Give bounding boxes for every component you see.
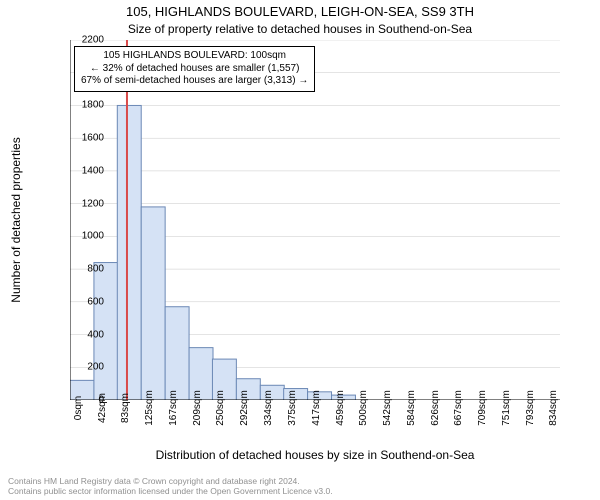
- y-tick-label: 1000: [82, 231, 104, 242]
- x-tick-label: 167sqm: [168, 390, 179, 426]
- x-tick-label: 793sqm: [525, 390, 536, 426]
- x-tick-label: 83sqm: [120, 393, 131, 423]
- annotation-line-1: 105 HIGHLANDS BOULEVARD: 100sqm: [81, 50, 308, 63]
- histogram-bar: [117, 105, 141, 400]
- x-tick-label: 375sqm: [287, 390, 298, 426]
- attribution-line-1: Contains HM Land Registry data © Crown c…: [8, 476, 333, 486]
- annotation-line-3: 67% of semi-detached houses are larger (…: [81, 75, 308, 88]
- y-axis-label: Number of detached properties: [9, 137, 23, 302]
- x-tick-label: 292sqm: [239, 390, 250, 426]
- attribution: Contains HM Land Registry data © Crown c…: [8, 476, 333, 496]
- y-tick-label: 200: [87, 362, 104, 373]
- chart-container: 105, HIGHLANDS BOULEVARD, LEIGH-ON-SEA, …: [0, 0, 600, 500]
- annotation-box: 105 HIGHLANDS BOULEVARD: 100sqm ← 32% of…: [74, 46, 315, 92]
- x-tick-label: 334sqm: [263, 390, 274, 426]
- x-tick-label: 584sqm: [406, 390, 417, 426]
- y-tick-label: 2200: [82, 35, 104, 46]
- y-tick-label: 400: [87, 329, 104, 340]
- x-tick-label: 42sqm: [97, 393, 108, 423]
- x-tick-label: 417sqm: [311, 390, 322, 426]
- y-tick-label: 800: [87, 264, 104, 275]
- plot-area: [70, 40, 560, 400]
- x-tick-label: 459sqm: [335, 390, 346, 426]
- y-tick-label: 1800: [82, 100, 104, 111]
- histogram-bar: [141, 207, 165, 400]
- bars-group: [70, 105, 355, 400]
- y-tick-label: 1600: [82, 133, 104, 144]
- x-tick-label: 250sqm: [215, 390, 226, 426]
- x-axis-label: Distribution of detached houses by size …: [70, 448, 560, 462]
- x-tick-label: 709sqm: [477, 390, 488, 426]
- x-tick-label: 209sqm: [192, 390, 203, 426]
- x-tick-label: 751sqm: [501, 390, 512, 426]
- chart-title-main: 105, HIGHLANDS BOULEVARD, LEIGH-ON-SEA, …: [0, 4, 600, 19]
- x-tick-label: 125sqm: [144, 390, 155, 426]
- y-tick-label: 600: [87, 296, 104, 307]
- x-tick-label: 0sqm: [73, 396, 84, 420]
- plot-svg: [70, 40, 560, 400]
- x-tick-label: 500sqm: [358, 390, 369, 426]
- y-tick-label: 1200: [82, 198, 104, 209]
- y-tick-label: 1400: [82, 165, 104, 176]
- attribution-line-2: Contains public sector information licen…: [8, 486, 333, 496]
- x-tick-label: 667sqm: [453, 390, 464, 426]
- x-tick-label: 626sqm: [430, 390, 441, 426]
- x-tick-label: 834sqm: [548, 390, 559, 426]
- histogram-bar: [165, 307, 189, 400]
- annotation-line-2: ← 32% of detached houses are smaller (1,…: [81, 63, 308, 76]
- x-tick-label: 542sqm: [382, 390, 393, 426]
